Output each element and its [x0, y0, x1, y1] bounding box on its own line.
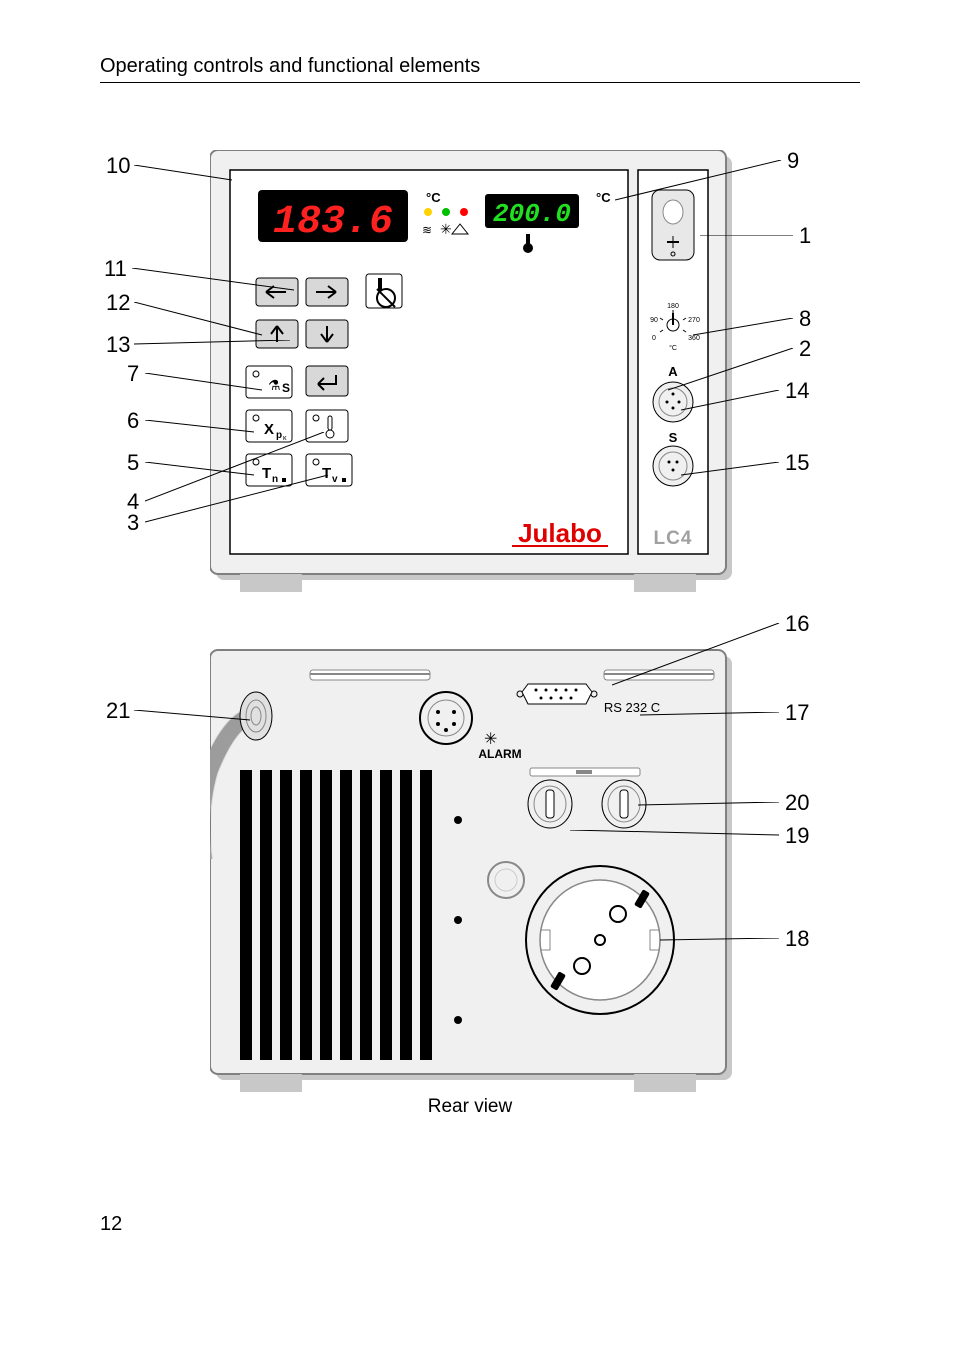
svg-text:v: v	[332, 474, 338, 485]
page-header: Operating controls and functional elemen…	[100, 55, 860, 83]
header-text: Operating controls and functional elemen…	[100, 55, 480, 77]
svg-text:≋: ≋	[422, 223, 432, 237]
rear-caption: Rear view	[400, 1096, 540, 1118]
callout-10: 10	[106, 153, 130, 179]
rs232-port[interactable]	[517, 684, 597, 704]
callout-20: 20	[785, 790, 809, 816]
brand-logo: Julabo	[518, 518, 602, 548]
callout-17: 17	[785, 700, 809, 726]
svg-text:✳: ✳	[484, 731, 497, 748]
callout-7: 7	[127, 361, 139, 387]
main-display: 183.6	[258, 190, 408, 245]
svg-text:183.6: 183.6	[273, 200, 393, 245]
callout-3: 3	[127, 510, 139, 536]
arrow-down-button[interactable]	[306, 320, 348, 348]
enter-button[interactable]	[306, 366, 348, 396]
callout-6: 6	[127, 408, 139, 434]
page-number: 12	[100, 1213, 122, 1236]
callout-9: 9	[787, 148, 799, 174]
callout-21: 21	[106, 698, 130, 724]
fuse-holder-left[interactable]	[528, 780, 572, 828]
callout-13: 13	[106, 332, 130, 358]
rear-panel-diagram: RS 232 C ✳ ALARM	[210, 640, 740, 1100]
svg-text:90: 90	[650, 317, 658, 324]
small-round-port	[488, 862, 524, 898]
callout-1: 1	[799, 223, 811, 249]
callout-16: 16	[785, 611, 809, 637]
callout-12: 12	[106, 290, 130, 316]
svg-text:200.0: 200.0	[493, 199, 571, 229]
setpoint-display: 200.0	[485, 194, 579, 229]
heat-led	[424, 208, 432, 216]
svg-text:°C: °C	[426, 190, 441, 205]
callout-2: 2	[799, 336, 811, 362]
svg-text:°C: °C	[596, 190, 611, 205]
edit-button[interactable]	[366, 274, 402, 308]
alarm-connector[interactable]	[420, 692, 472, 744]
svg-text:⚗: ⚗	[268, 377, 281, 393]
svg-text:S: S	[669, 430, 678, 445]
alarm-led	[460, 208, 468, 216]
callout-11: 11	[104, 256, 127, 282]
arrow-right-button[interactable]	[306, 278, 348, 306]
cool-led	[442, 208, 450, 216]
callout-8: 8	[799, 306, 811, 332]
callout-18: 18	[785, 926, 809, 952]
callout-19: 19	[785, 823, 809, 849]
alarm-label: ALARM	[478, 747, 521, 761]
svg-text:180: 180	[667, 303, 679, 310]
svg-text:✳: ✳	[440, 221, 452, 237]
callout-14: 14	[785, 378, 809, 404]
callout-15: 15	[785, 450, 809, 476]
model-label: LC4	[654, 528, 693, 549]
front-panel-diagram: 183.6 °C ≋ ✳ 200.0 °C	[210, 150, 740, 600]
power-socket[interactable]	[526, 866, 674, 1014]
svg-text:0: 0	[652, 335, 656, 342]
callout-5: 5	[127, 450, 139, 476]
svg-text:S: S	[282, 381, 290, 395]
